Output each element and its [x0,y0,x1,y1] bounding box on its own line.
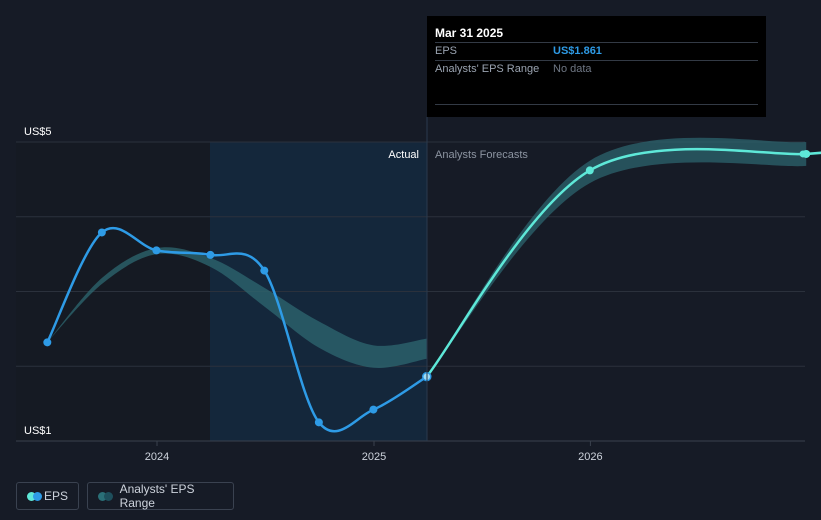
legend-range-button[interactable]: Analysts' EPS Range [87,482,234,510]
range-band-forecast [426,137,807,377]
x-axis-ticks: 2024 2025 2026 [145,441,603,463]
range-legend-icon [98,491,113,501]
tooltip-eps-label: EPS [435,45,458,57]
eps-point [314,418,323,427]
x-tick-label: 2024 [145,451,169,463]
eps-point [206,250,215,259]
forecast-label: Analysts Forecasts [435,149,528,161]
eps-point [260,266,269,275]
tooltip-row-eps: EPS US$1.861 [435,42,758,60]
legend-range-label: Analysts' EPS Range [119,482,195,510]
tooltip-range-value: No data [553,63,592,75]
tooltip-date: Mar 31 2025 [435,26,504,40]
range-band-past [47,247,427,368]
forecast-point [585,166,594,175]
tooltip-eps-value: US$1.861 [553,45,602,57]
legend-eps-button[interactable]: EPS [16,482,79,510]
eps-point [43,338,52,347]
eps-legend-icon [27,491,42,501]
x-tick-label: 2025 [362,451,386,463]
tooltip-divider [435,104,758,105]
y-label-bottom: US$1 [24,425,52,437]
legend-eps-label: EPS [43,489,68,503]
hover-tooltip: Mar 31 2025 EPS US$1.861 Analysts' EPS R… [427,16,766,117]
forecast-line [425,147,821,378]
eps-point [369,405,378,414]
tooltip-range-label: Analysts' EPS Range [435,63,540,75]
eps-points[interactable] [43,149,811,427]
y-label-top: US$5 [24,126,52,138]
tooltip-row-range: Analysts' EPS Range No data [435,60,758,78]
x-tick-label: 2026 [578,451,602,463]
eps-range-bands [47,137,807,377]
gridlines [16,141,805,442]
actual-label: Actual [388,149,419,161]
forecast-end-point [799,150,807,158]
eps-point [97,228,106,237]
eps-point [152,246,161,255]
